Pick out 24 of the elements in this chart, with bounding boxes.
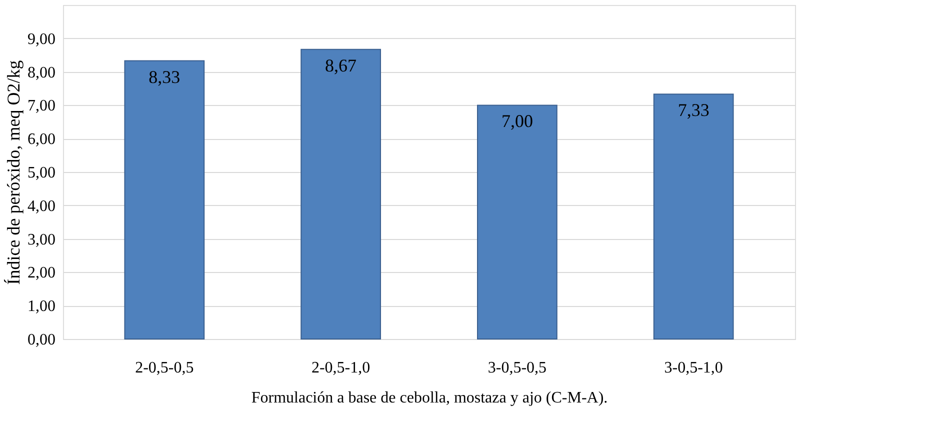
y-axis-title: Índice de peróxido, meq O2/kg: [4, 60, 24, 285]
x-tick-label: 3-0,5-1,0: [664, 360, 723, 376]
bar: [300, 48, 381, 340]
x-axis-title: Formulación a base de cebolla, mostaza y ajo (C-M-A).: [251, 390, 608, 406]
bar: [653, 94, 734, 340]
data-label: 8,67: [325, 55, 357, 76]
data-label: 7,33: [678, 100, 710, 120]
y-tick-label: 5,00: [28, 164, 56, 182]
y-tick-label: 7,00: [28, 98, 56, 115]
y-tick-label: 6,00: [28, 131, 56, 148]
y-tick-label: 2,00: [28, 264, 56, 282]
x-tick-label: 2-0,5-1,0: [311, 360, 370, 376]
y-tick-label: 8,00: [28, 64, 56, 82]
y-tick-label: 4,00: [28, 198, 56, 215]
y-tick-label: 3,00: [28, 231, 56, 248]
data-label: 8,33: [148, 66, 180, 87]
y-tick-label: 9,00: [28, 30, 56, 48]
y-tick-label: 0,00: [28, 332, 56, 348]
bar: [477, 104, 558, 340]
y-tick-label: 1,00: [28, 298, 56, 316]
x-tick-label: 3-0,5-0,5: [488, 360, 547, 376]
data-label: 7,00: [501, 111, 533, 132]
bar: [124, 60, 205, 340]
x-tick-label: 2-0,5-0,5: [135, 360, 194, 376]
